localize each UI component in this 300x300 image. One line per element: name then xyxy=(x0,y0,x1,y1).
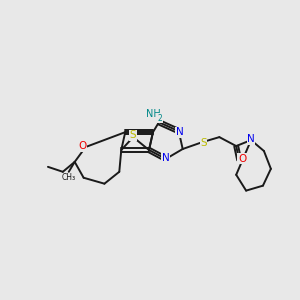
Text: N: N xyxy=(176,127,184,137)
Text: N: N xyxy=(162,153,170,163)
Text: CH₃: CH₃ xyxy=(62,173,76,182)
Text: O: O xyxy=(238,154,246,164)
Text: S: S xyxy=(200,138,207,148)
Text: NH: NH xyxy=(146,109,160,119)
Text: 2: 2 xyxy=(158,114,162,123)
Text: N: N xyxy=(247,134,255,144)
Text: O: O xyxy=(79,141,87,151)
Text: S: S xyxy=(130,130,136,140)
